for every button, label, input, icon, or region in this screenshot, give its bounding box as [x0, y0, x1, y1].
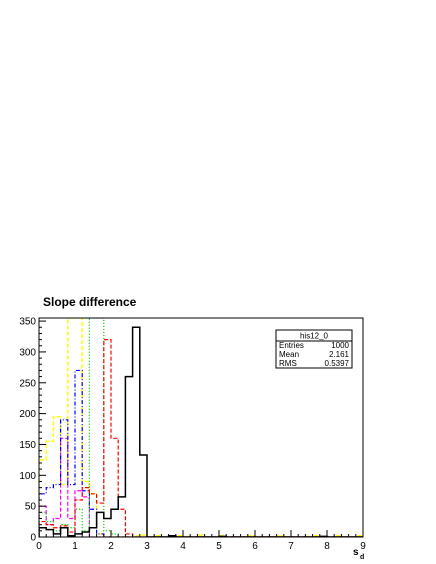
- y-tick-label: 350: [19, 317, 36, 328]
- stats-box-frame: [275, 329, 353, 369]
- y-tick-label: 300: [19, 347, 36, 358]
- x-tick-label: 6: [252, 541, 258, 552]
- x-tick-label: 3: [144, 541, 150, 552]
- y-tick-label: 150: [19, 440, 36, 451]
- y-axis: 0 50 100 150 200 250 300 350: [19, 317, 46, 544]
- x-tick-label: 2: [108, 541, 114, 552]
- y-tick-label: 100: [19, 471, 36, 482]
- stats-value-rms: 0.5397: [325, 359, 350, 368]
- x-axis-label: s d: [353, 547, 364, 561]
- x-axis-label-main: s: [353, 547, 359, 558]
- y-tick-label: 200: [19, 409, 36, 420]
- x-tick-label: 1: [72, 541, 78, 552]
- x-axis-label-subscript: d: [360, 554, 364, 561]
- x-tick-label: 7: [288, 541, 294, 552]
- stats-value-entries: 1000: [331, 341, 349, 350]
- stats-value-mean: 2.161: [329, 350, 350, 359]
- y-tick-label: 0: [30, 533, 36, 544]
- y-tick-label: 50: [25, 502, 37, 513]
- x-axis: 0 1 2 3 4 5 6 7 8 9: [36, 530, 366, 552]
- x-tick-label: 5: [216, 541, 222, 552]
- stats-box: his12_0 Entries 1000 Mean 2.161 RMS 0.53…: [275, 329, 353, 369]
- x-tick-label: 8: [324, 541, 330, 552]
- x-tick-label: 4: [180, 541, 186, 552]
- plot-frame: [38, 317, 364, 538]
- chart-title: Slope difference: [43, 295, 137, 309]
- histogram-series-0: [39, 326, 363, 537]
- y-tick-label: 250: [19, 378, 36, 389]
- x-tick-label: 0: [36, 541, 42, 552]
- stats-label-mean: Mean: [279, 350, 299, 359]
- stats-label-entries: Entries: [279, 341, 304, 350]
- stats-label-rms: RMS: [279, 359, 297, 368]
- histogram-series-4: [39, 437, 363, 537]
- x-tick-label: 9: [360, 541, 366, 552]
- stats-box-name: his12_0: [300, 332, 329, 341]
